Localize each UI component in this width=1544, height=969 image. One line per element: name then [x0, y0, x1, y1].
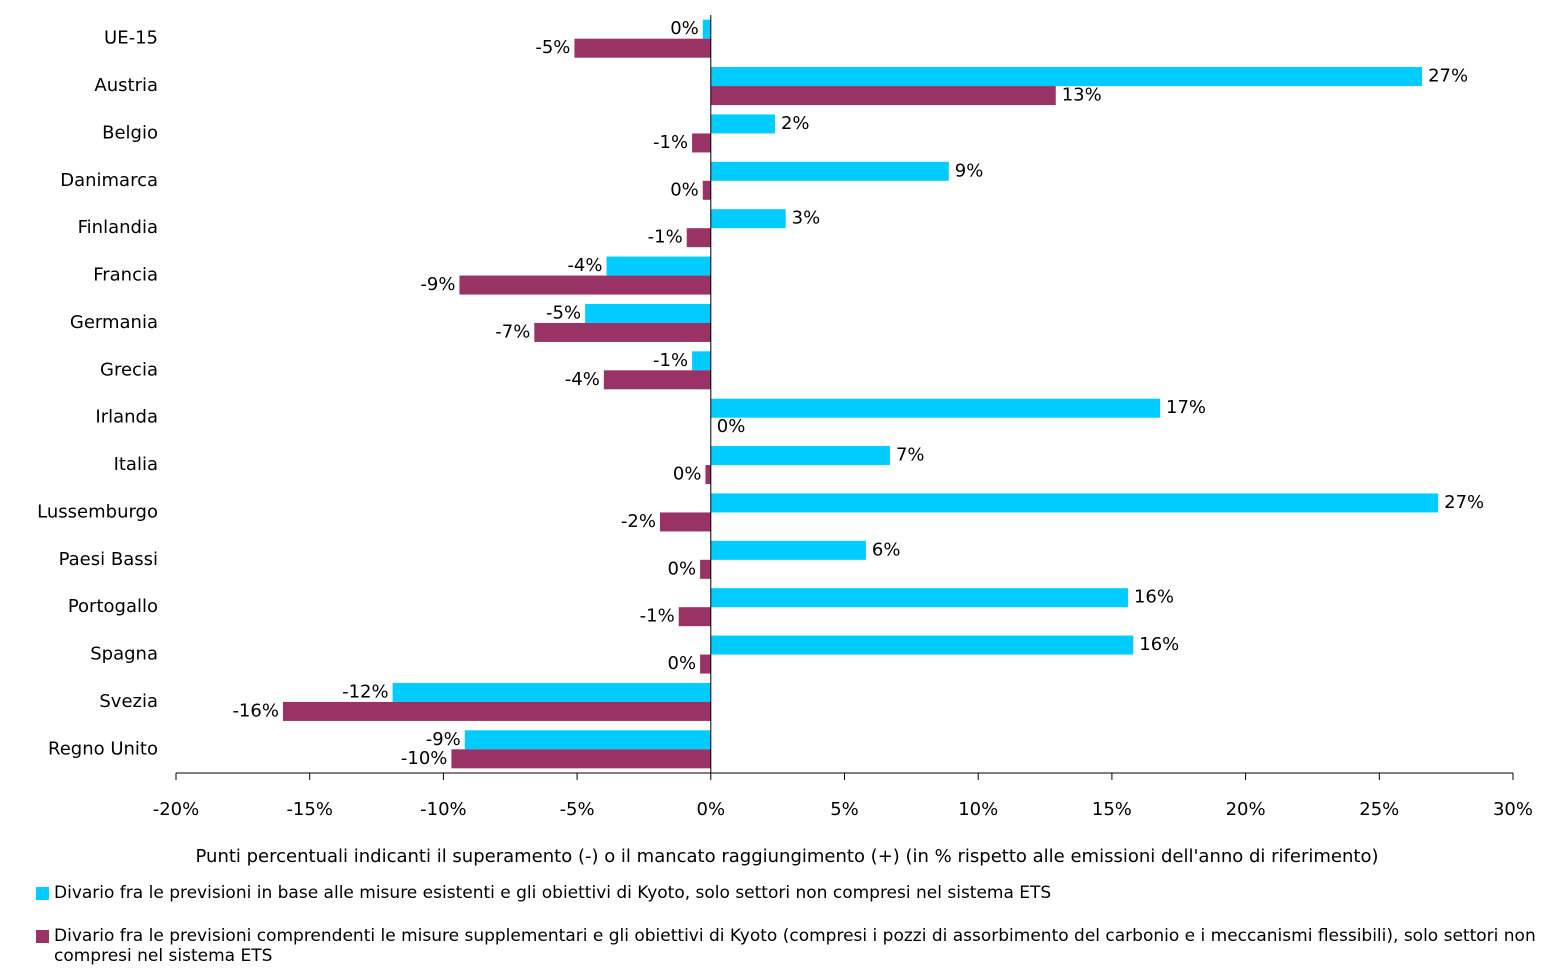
value-label: 7% — [896, 445, 925, 466]
bar — [603, 370, 711, 390]
x-tick-label: 20% — [1226, 799, 1266, 820]
value-label: -1% — [648, 227, 683, 248]
x-tick-label: 25% — [1359, 799, 1399, 820]
y-tick-label: Paesi Bassi — [59, 549, 158, 570]
bar — [692, 351, 711, 371]
bar — [451, 749, 711, 769]
bar — [705, 465, 711, 485]
bar — [464, 730, 711, 750]
value-label: 0% — [668, 558, 697, 579]
bar — [710, 209, 786, 229]
bar — [574, 38, 711, 58]
value-label: 16% — [1139, 634, 1179, 655]
y-tick-label: Spagna — [90, 644, 158, 665]
chart: Punti percentuali indicanti il superamen… — [37, 15, 1533, 867]
bar — [710, 114, 775, 134]
bar — [659, 512, 711, 532]
value-label: 0% — [717, 416, 746, 437]
legend-item: Divario fra le previsioni in base alle m… — [36, 883, 1536, 903]
bar — [710, 588, 1128, 608]
y-tick-label: Belgio — [102, 122, 158, 143]
x-tick-label: 30% — [1493, 799, 1533, 820]
value-label: 17% — [1166, 397, 1206, 418]
bar — [282, 701, 711, 721]
legend-item: Divario fra le previsioni comprendenti l… — [36, 926, 1536, 966]
value-label: -5% — [546, 302, 581, 323]
y-tick-label: Austria — [94, 75, 158, 96]
bar — [710, 635, 1134, 655]
bar — [700, 559, 711, 579]
x-tick-label: -5% — [560, 799, 595, 820]
bar — [606, 256, 711, 276]
legend-swatch — [36, 930, 49, 943]
bar — [700, 654, 711, 674]
value-label: -2% — [621, 511, 656, 532]
y-tick-label: Germania — [70, 312, 158, 333]
bar — [702, 180, 711, 200]
y-tick-label: Irlanda — [95, 407, 158, 428]
x-tick-label: -20% — [153, 799, 200, 820]
bar — [710, 493, 1439, 513]
value-label: 9% — [955, 160, 984, 181]
bar — [534, 322, 711, 342]
value-label: -1% — [653, 350, 688, 371]
y-tick-label: Grecia — [100, 359, 158, 380]
x-tick-label: 10% — [958, 799, 998, 820]
x-tick-label: -10% — [420, 799, 467, 820]
value-label: -10% — [401, 748, 448, 769]
value-label: -9% — [420, 274, 455, 295]
value-label: 0% — [668, 653, 697, 674]
value-label: -4% — [567, 255, 602, 276]
bar — [710, 398, 1161, 418]
x-axis-title: Punti percentuali indicanti il superamen… — [196, 846, 1379, 867]
value-label: 2% — [781, 113, 810, 134]
bar — [710, 446, 890, 466]
value-label: 0% — [670, 179, 699, 200]
y-tick-label: Lussemburgo — [37, 501, 158, 522]
y-tick-label: UE-15 — [104, 28, 158, 49]
value-label: -16% — [232, 700, 279, 721]
value-label: -1% — [640, 606, 675, 627]
value-label: 16% — [1134, 587, 1174, 608]
value-label: 27% — [1444, 492, 1484, 513]
bar — [459, 275, 711, 295]
y-tick-label: Portogallo — [68, 596, 158, 617]
value-label: -1% — [653, 132, 688, 153]
y-tick-label: Regno Unito — [48, 738, 158, 759]
bar — [710, 67, 1423, 87]
x-tick-label: 5% — [830, 799, 859, 820]
x-tick-label: 15% — [1092, 799, 1132, 820]
bar — [710, 86, 1056, 106]
y-tick-label: Italia — [114, 454, 158, 475]
value-label: 6% — [872, 539, 901, 560]
value-label: 0% — [670, 18, 699, 39]
value-label: -5% — [535, 37, 570, 58]
value-label: 3% — [792, 208, 821, 229]
bar — [692, 133, 711, 153]
value-label: -12% — [342, 681, 389, 702]
y-tick-label: Francia — [93, 265, 158, 286]
bar — [710, 161, 949, 181]
bar — [710, 540, 866, 560]
x-tick-label: -15% — [286, 799, 333, 820]
value-label: -4% — [565, 369, 600, 390]
value-label: 13% — [1062, 85, 1102, 106]
value-label: 27% — [1428, 66, 1468, 87]
y-tick-label: Finlandia — [78, 217, 158, 238]
x-tick-label: 0% — [697, 799, 726, 820]
y-tick-label: Svezia — [99, 691, 158, 712]
legend-label: Divario fra le previsioni comprendenti l… — [54, 926, 1536, 966]
bar — [392, 682, 711, 702]
value-label: 0% — [673, 464, 702, 485]
bar — [678, 607, 711, 627]
value-label: -9% — [426, 729, 461, 750]
bar — [686, 228, 711, 248]
legend-label: Divario fra le previsioni in base alle m… — [54, 883, 1052, 903]
y-tick-label: Danimarca — [60, 170, 158, 191]
legend-swatch — [36, 887, 49, 900]
bar — [585, 303, 711, 323]
value-label: -7% — [495, 321, 530, 342]
bar — [702, 19, 711, 39]
